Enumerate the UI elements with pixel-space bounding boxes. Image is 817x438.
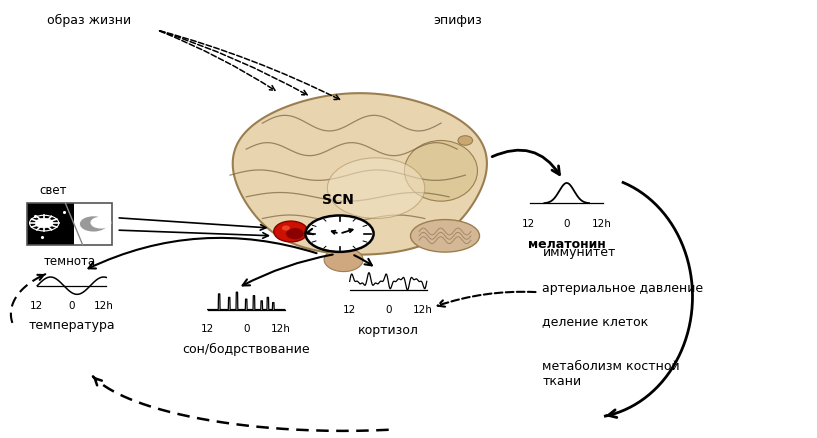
Polygon shape (233, 94, 487, 255)
Ellipse shape (282, 226, 290, 231)
Ellipse shape (328, 159, 425, 219)
Text: 12h: 12h (94, 300, 114, 310)
FancyArrowPatch shape (355, 256, 372, 266)
FancyArrowPatch shape (243, 255, 333, 286)
Text: 0: 0 (243, 324, 249, 334)
Ellipse shape (274, 222, 308, 242)
Bar (74, 204, 112, 245)
Text: иммунитет: иммунитет (542, 245, 616, 258)
Ellipse shape (410, 220, 480, 253)
Ellipse shape (404, 141, 477, 202)
Circle shape (35, 219, 53, 228)
Text: метаболизм костной
ткани: метаболизм костной ткани (542, 360, 680, 388)
FancyArrowPatch shape (159, 32, 340, 100)
Text: деление клеток: деление клеток (542, 314, 649, 327)
Ellipse shape (458, 136, 472, 146)
Text: сон/бодрствование: сон/бодрствование (182, 342, 310, 355)
Ellipse shape (324, 248, 363, 272)
Text: темнота: темнота (43, 254, 96, 268)
Text: 12: 12 (342, 304, 356, 314)
Text: SCN: SCN (322, 192, 354, 206)
FancyArrowPatch shape (438, 292, 536, 307)
FancyArrowPatch shape (88, 238, 317, 269)
Text: 12h: 12h (592, 219, 612, 229)
Text: 12: 12 (30, 300, 43, 310)
Circle shape (81, 218, 106, 231)
Text: 12h: 12h (270, 324, 290, 334)
Text: 0: 0 (385, 304, 391, 314)
Text: температура: температура (29, 318, 115, 332)
FancyArrowPatch shape (492, 151, 560, 175)
FancyArrowPatch shape (306, 230, 313, 235)
Text: кортизол: кортизол (358, 323, 418, 336)
Text: 0: 0 (564, 219, 570, 229)
Bar (27, 204, 112, 245)
Text: свет: свет (39, 183, 66, 196)
Text: 12h: 12h (413, 304, 432, 314)
Text: эпифиз: эпифиз (433, 14, 481, 27)
Text: мелатонин: мелатонин (528, 237, 605, 251)
FancyArrowPatch shape (159, 32, 275, 91)
Text: 12: 12 (522, 219, 535, 229)
Ellipse shape (286, 229, 304, 240)
Circle shape (306, 216, 373, 252)
FancyArrowPatch shape (159, 32, 307, 96)
Text: образ жизни: образ жизни (47, 14, 132, 27)
Text: артериальное давление: артериальное давление (542, 282, 703, 295)
Text: 12: 12 (201, 324, 214, 334)
Text: 0: 0 (69, 300, 75, 310)
Circle shape (92, 218, 110, 228)
Bar (27, 204, 74, 245)
